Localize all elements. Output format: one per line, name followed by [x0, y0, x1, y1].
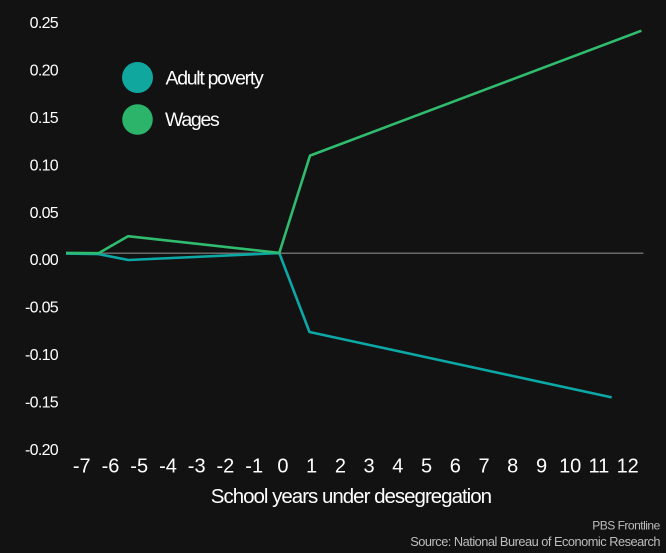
svg-text:3: 3: [364, 455, 375, 477]
svg-text:0.15: 0.15: [30, 110, 59, 127]
svg-text:-0.15: -0.15: [25, 394, 59, 411]
svg-text:11: 11: [589, 455, 610, 477]
svg-text:4: 4: [392, 455, 403, 477]
svg-text:5: 5: [421, 455, 432, 477]
svg-text:School years under desegregati: School years under desegregation: [211, 485, 492, 508]
svg-text:-4: -4: [159, 455, 177, 477]
svg-text:Wages: Wages: [165, 109, 220, 131]
svg-text:-3: -3: [188, 455, 206, 477]
svg-text:Source: National Bureau of Eco: Source: National Bureau of Economic Rese…: [410, 534, 660, 549]
svg-text:0.00: 0.00: [30, 252, 59, 269]
svg-text:0: 0: [277, 455, 288, 477]
svg-text:0.20: 0.20: [30, 63, 59, 80]
svg-text:2: 2: [335, 455, 346, 477]
svg-text:0.05: 0.05: [30, 205, 59, 222]
svg-text:7: 7: [478, 455, 489, 477]
svg-text:1: 1: [306, 455, 317, 477]
svg-text:-0.10: -0.10: [25, 347, 59, 364]
svg-text:6: 6: [450, 455, 461, 477]
svg-text:PBS Frontline: PBS Frontline: [592, 519, 660, 533]
svg-text:10: 10: [559, 455, 581, 477]
svg-text:-6: -6: [102, 455, 120, 477]
svg-text:0.25: 0.25: [30, 15, 59, 32]
svg-text:Adult poverty: Adult poverty: [166, 67, 264, 89]
svg-text:0.10: 0.10: [30, 157, 59, 174]
svg-text:-2: -2: [217, 455, 235, 477]
svg-text:12: 12: [617, 455, 639, 477]
svg-text:-1: -1: [245, 455, 263, 477]
svg-text:-5: -5: [130, 455, 148, 477]
svg-text:8: 8: [507, 455, 518, 477]
svg-text:-0.05: -0.05: [25, 300, 59, 317]
svg-text:-7: -7: [73, 455, 91, 477]
svg-text:9: 9: [536, 455, 547, 477]
svg-text:-0.20: -0.20: [25, 442, 59, 459]
